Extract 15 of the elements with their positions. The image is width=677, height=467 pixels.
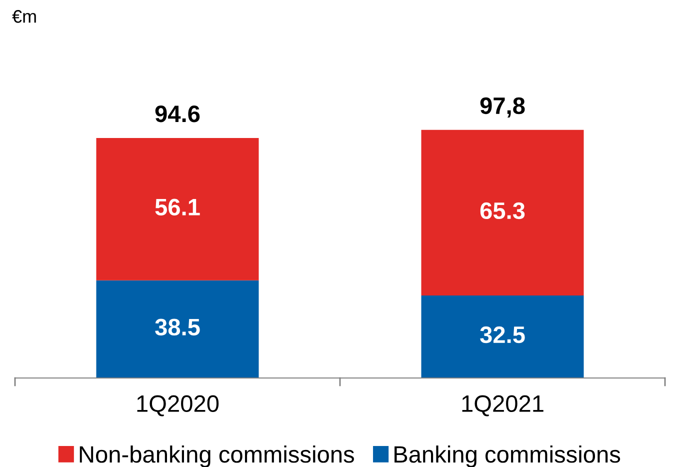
- total-label: 94.6: [155, 106, 200, 122]
- data-label: 32.5: [480, 326, 525, 344]
- data-label: 65.3: [480, 202, 525, 220]
- data-label: 38.5: [155, 318, 200, 336]
- total-label: 97,8: [480, 97, 525, 118]
- legend-label: Non-banking commissions: [80, 445, 354, 467]
- text: €m: [12, 10, 36, 23]
- x-tick-label: 1Q2020: [137, 395, 219, 416]
- data-label: 56.1: [155, 198, 200, 216]
- bar: [96, 138, 259, 280]
- bar: [421, 130, 584, 296]
- bar: [421, 296, 584, 378]
- legend-label: Banking commissions: [394, 445, 620, 467]
- x-tick-label: 1Q2021: [462, 395, 544, 416]
- bar: [96, 280, 259, 378]
